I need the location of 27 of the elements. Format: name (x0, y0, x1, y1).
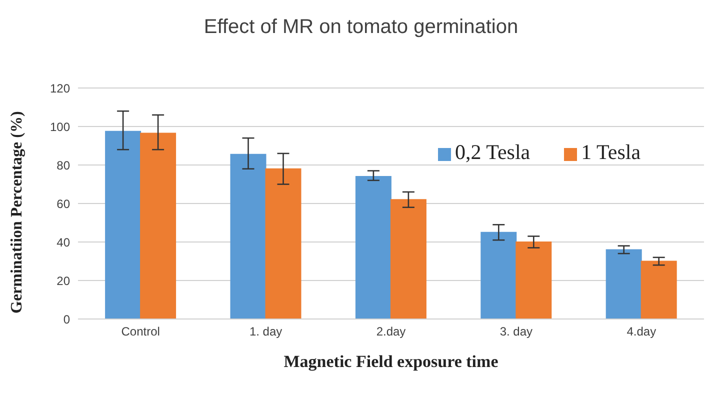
legend-label: 1 Tesla (581, 140, 641, 164)
bar (140, 132, 176, 319)
y-tick-label: 60 (56, 196, 70, 211)
y-axis-title: Germinatiion Percentage (%) (8, 111, 26, 314)
x-tick-label: 1. day (249, 324, 282, 339)
bar (606, 249, 642, 319)
x-tick-label: 2.day (376, 324, 406, 339)
y-tick-label: 40 (56, 235, 70, 250)
bar (105, 130, 142, 319)
x-tick-label: Control (121, 324, 160, 339)
bar (640, 260, 677, 319)
bar (265, 168, 302, 319)
y-tick-label: 20 (56, 274, 70, 288)
chart-title: Effect of MR on tomato germination (202, 16, 520, 39)
bar (480, 232, 517, 319)
y-tick-label: 80 (56, 158, 70, 172)
y-tick-label: 0 (63, 312, 70, 326)
x-axis-title: Magnetic Field exposure time (284, 352, 499, 371)
legend-label: 0,2 Tesla (455, 140, 530, 164)
bar (390, 199, 426, 319)
bar (355, 176, 392, 319)
x-tick-label: 3. day (500, 324, 533, 339)
bar (230, 154, 266, 319)
y-tick-label: 100 (50, 120, 70, 134)
bar (516, 242, 552, 319)
y-tick-label: 120 (50, 81, 70, 96)
x-tick-label: 4.day (626, 324, 656, 339)
